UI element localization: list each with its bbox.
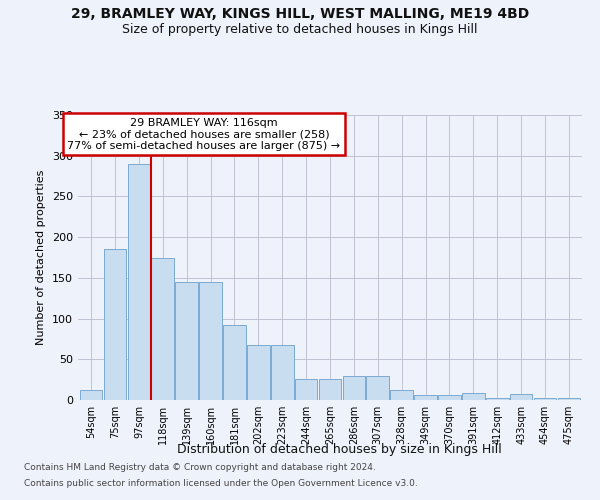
Bar: [391, 390, 413, 400]
Bar: [104, 250, 127, 400]
Bar: [414, 395, 437, 400]
Text: Size of property relative to detached houses in Kings Hill: Size of property relative to detached ho…: [122, 22, 478, 36]
Bar: [295, 379, 317, 400]
Bar: [557, 398, 580, 400]
Bar: [199, 282, 222, 400]
Bar: [486, 398, 509, 400]
Text: 29 BRAMLEY WAY: 116sqm
← 23% of detached houses are smaller (258)
77% of semi-de: 29 BRAMLEY WAY: 116sqm ← 23% of detached…: [67, 118, 341, 151]
Bar: [223, 325, 246, 400]
Bar: [510, 394, 532, 400]
Bar: [247, 344, 269, 400]
Bar: [151, 258, 174, 400]
Bar: [462, 394, 485, 400]
Bar: [128, 164, 150, 400]
Bar: [175, 282, 198, 400]
Text: Contains HM Land Registry data © Crown copyright and database right 2024.: Contains HM Land Registry data © Crown c…: [24, 464, 376, 472]
Bar: [80, 390, 103, 400]
Bar: [343, 376, 365, 400]
Bar: [533, 398, 556, 400]
Bar: [438, 395, 461, 400]
Bar: [271, 344, 293, 400]
Y-axis label: Number of detached properties: Number of detached properties: [37, 170, 46, 345]
Bar: [367, 376, 389, 400]
Bar: [319, 379, 341, 400]
Text: Distribution of detached houses by size in Kings Hill: Distribution of detached houses by size …: [176, 442, 502, 456]
Text: 29, BRAMLEY WAY, KINGS HILL, WEST MALLING, ME19 4BD: 29, BRAMLEY WAY, KINGS HILL, WEST MALLIN…: [71, 8, 529, 22]
Text: Contains public sector information licensed under the Open Government Licence v3: Contains public sector information licen…: [24, 478, 418, 488]
